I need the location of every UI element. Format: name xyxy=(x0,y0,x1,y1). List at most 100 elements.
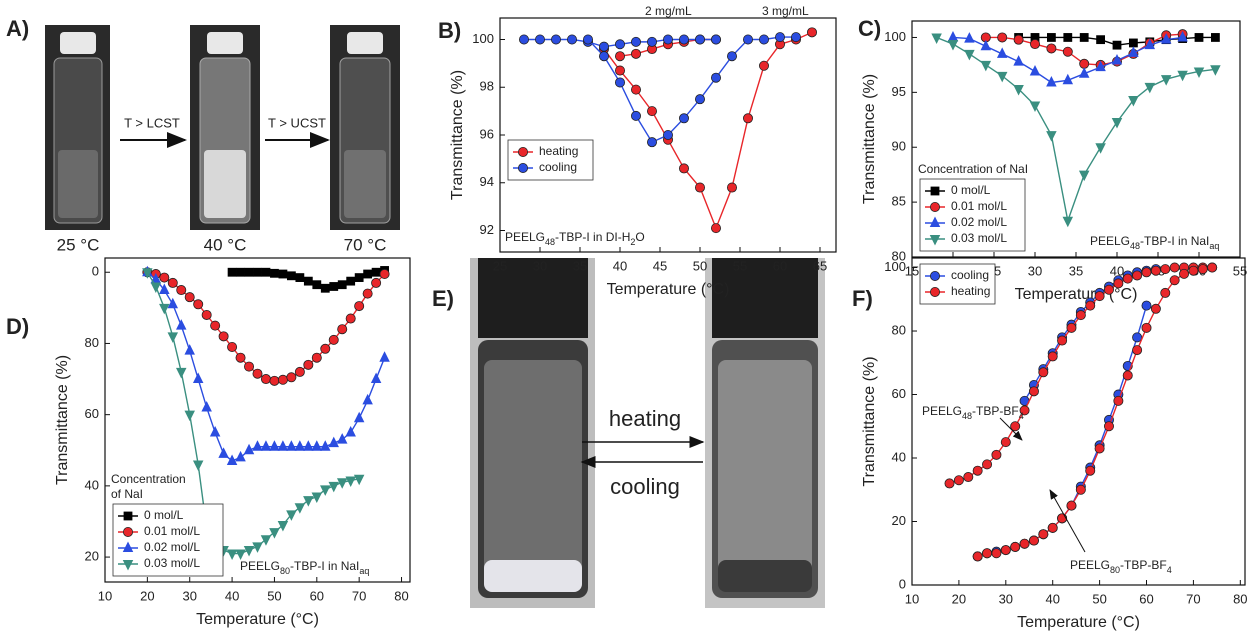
data-point xyxy=(362,393,373,405)
data-point xyxy=(647,137,658,148)
data-point xyxy=(1132,332,1143,343)
data-point xyxy=(1046,131,1057,142)
data-point xyxy=(1122,273,1133,284)
data-point xyxy=(1019,538,1030,549)
data-point xyxy=(269,528,280,539)
data-point xyxy=(1122,370,1133,381)
data-point xyxy=(1062,46,1073,57)
data-point xyxy=(303,276,313,286)
panel-label: B) xyxy=(438,18,461,43)
data-point xyxy=(184,292,195,303)
x-tick-label: 55 xyxy=(733,258,747,273)
photo-panel-e: E) heating cooling xyxy=(432,258,825,608)
x-tick-label: 40 xyxy=(613,258,627,273)
annotation-part: PEELG xyxy=(1070,558,1110,572)
data-point xyxy=(1129,38,1138,48)
x-tick-label: 80 xyxy=(1233,591,1247,606)
annotation-part: 80 xyxy=(1110,565,1120,575)
data-point xyxy=(972,465,983,476)
y-tick-label: 80 xyxy=(892,248,906,263)
data-point xyxy=(320,343,331,354)
x-tick-label: 65 xyxy=(813,258,827,273)
arrow-label: cooling xyxy=(610,474,680,499)
data-point xyxy=(615,65,626,76)
data-point xyxy=(353,474,365,486)
data-point xyxy=(277,521,289,532)
data-point xyxy=(551,34,562,45)
data-point xyxy=(615,77,626,88)
legend-marker xyxy=(930,186,940,196)
legend-title: of NaI xyxy=(111,487,143,501)
data-point xyxy=(1193,67,1205,78)
legend: 0 mol/L 0.01 mol/L 0.02 mol/L 0.03 mol/L Con… xyxy=(111,472,224,577)
x-axis-title: Temperature (°C) xyxy=(607,281,730,298)
data-point xyxy=(1132,270,1143,281)
annotation-part: 3 mg/mL xyxy=(762,4,809,18)
data-point xyxy=(218,331,229,342)
data-point xyxy=(184,410,195,422)
photo-caption: 70 °C xyxy=(344,235,387,254)
legend-label: 0.03 mol/L xyxy=(144,556,200,570)
vial-cap xyxy=(207,32,243,54)
data-point xyxy=(167,277,178,288)
data-point xyxy=(286,372,297,383)
data-point xyxy=(362,288,373,299)
data-point xyxy=(711,223,722,234)
data-point xyxy=(286,271,296,281)
data-point xyxy=(227,342,238,353)
x-tick-label: 30 xyxy=(533,258,547,273)
clear-layer xyxy=(718,560,812,592)
x-tick-label: 70 xyxy=(352,588,366,603)
data-point xyxy=(931,33,942,44)
legend: heating cooling xyxy=(507,139,594,181)
data-point xyxy=(201,401,212,412)
data-point xyxy=(252,368,263,379)
data-point xyxy=(1066,500,1077,511)
y-tick-label: 95 xyxy=(892,84,906,99)
data-point xyxy=(1046,43,1057,54)
data-point xyxy=(1000,545,1011,556)
data-point xyxy=(944,478,955,489)
data-point xyxy=(615,39,626,50)
data-point xyxy=(695,94,706,105)
annotation-part: PEELG xyxy=(505,230,545,244)
photo-caption: 40 °C xyxy=(204,235,247,254)
data-point xyxy=(679,163,690,174)
data-point xyxy=(1078,67,1090,78)
annotation-part: PEELG xyxy=(240,559,280,573)
data-point xyxy=(1047,351,1058,362)
data-point xyxy=(328,481,339,493)
plot-frame xyxy=(104,257,411,583)
panel-label: A) xyxy=(6,16,29,41)
data-point xyxy=(261,267,271,277)
annotation-arrow xyxy=(999,417,1023,441)
annotation-part: O xyxy=(635,230,644,244)
data-point xyxy=(150,282,162,293)
legend-label: 0.01 mol/L xyxy=(144,524,200,538)
annotation-part: -TBP-BF xyxy=(972,404,1019,418)
x-tick-label: 60 xyxy=(1139,591,1153,606)
data-point xyxy=(277,440,289,451)
data-point xyxy=(1000,437,1011,448)
annotation-part: PEELG xyxy=(1090,234,1130,248)
x-tick-label: 20 xyxy=(140,588,154,603)
data-point xyxy=(1113,278,1124,289)
data-point xyxy=(303,440,314,451)
data-point xyxy=(1062,216,1074,228)
data-point xyxy=(345,425,356,437)
data-point xyxy=(354,301,365,312)
data-point xyxy=(1066,322,1077,333)
data-point xyxy=(964,49,975,61)
data-point xyxy=(679,113,690,124)
x-tick-label: 25 xyxy=(493,258,507,273)
chart: D) 10 20 30 40 50 60 70 80 20 40 60 80 0 Temperature (… xyxy=(6,257,411,628)
data-point xyxy=(345,476,356,488)
data-point xyxy=(192,460,204,471)
data-point xyxy=(328,436,339,448)
data-point xyxy=(159,303,170,315)
liquid xyxy=(718,360,812,590)
data-point xyxy=(167,297,179,309)
data-point xyxy=(535,34,546,45)
data-point xyxy=(1210,65,1221,76)
